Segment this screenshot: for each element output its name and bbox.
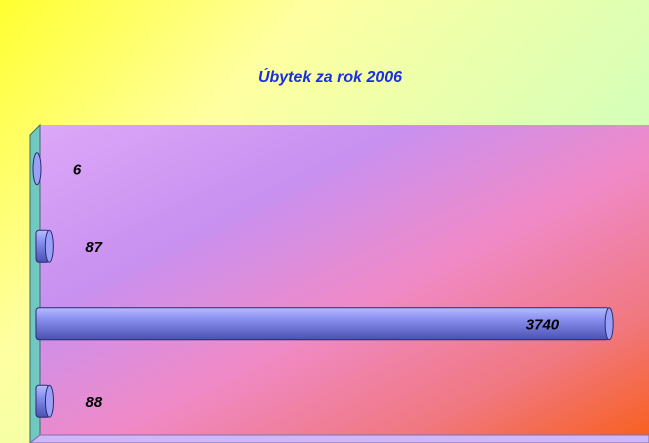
data-label: 3740	[526, 317, 560, 334]
floor	[29, 434, 649, 443]
bar	[35, 384, 54, 418]
plot-area	[40, 125, 649, 435]
data-label: 87	[85, 239, 102, 256]
chart-title: Úbytek za rok 2006	[258, 67, 402, 86]
bar	[35, 307, 614, 341]
bar	[32, 152, 42, 186]
data-label: 88	[85, 394, 102, 411]
bar	[35, 229, 54, 263]
data-label: 6	[73, 162, 82, 179]
